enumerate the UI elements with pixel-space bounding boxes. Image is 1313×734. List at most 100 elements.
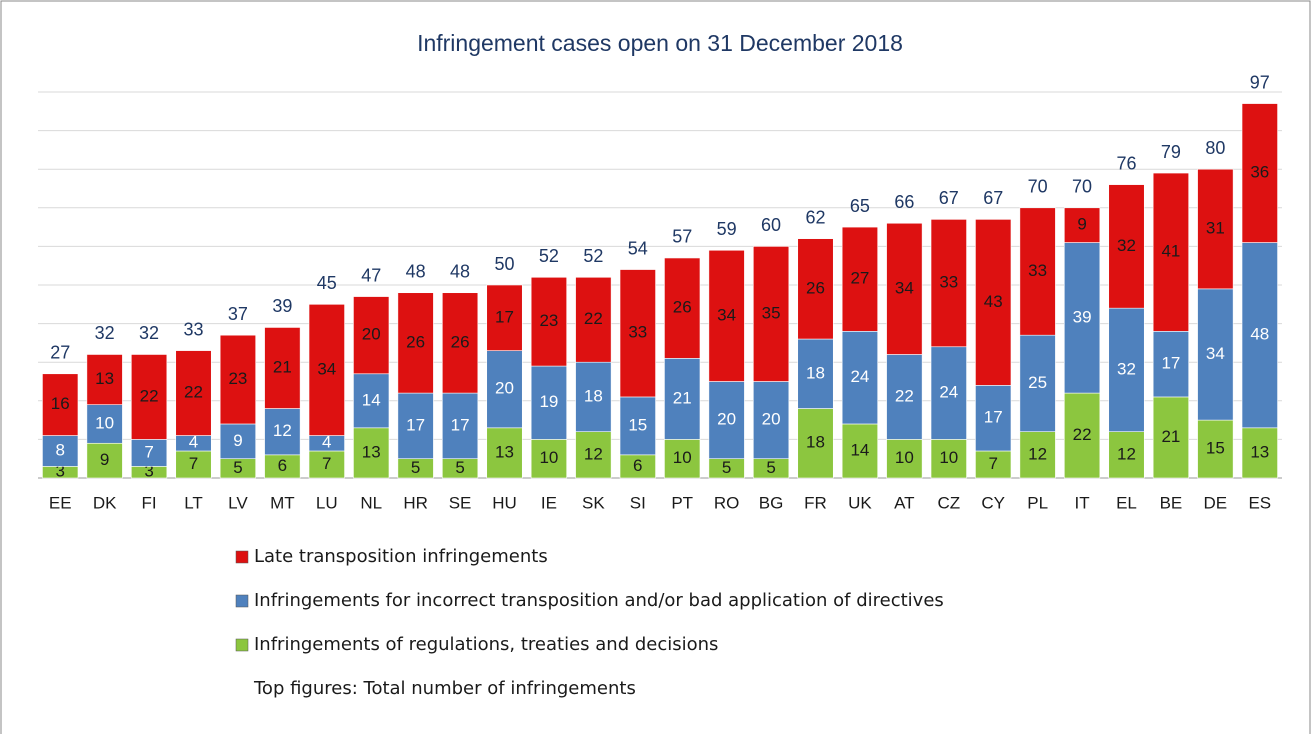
bar-shade [131, 354, 168, 440]
bar-shade [397, 392, 434, 459]
data-label: 24 [850, 367, 869, 386]
x-tick-label: IE [541, 493, 557, 512]
total-label: 32 [95, 323, 115, 343]
x-tick-label: PT [671, 493, 693, 512]
data-label: 7 [189, 454, 198, 473]
data-label: 6 [278, 456, 287, 475]
bar-shade [86, 354, 123, 405]
bar-shade [1197, 419, 1234, 479]
total-label: 60 [761, 215, 781, 235]
data-label: 33 [939, 273, 958, 292]
x-tick-label: SK [582, 493, 605, 512]
legend-label: Infringements of regulations, treaties a… [254, 634, 718, 655]
data-label: 35 [762, 303, 781, 322]
x-tick-label: RO [714, 493, 740, 512]
data-label: 20 [495, 379, 514, 398]
data-label: 10 [939, 448, 958, 467]
data-label: 43 [984, 292, 1003, 311]
bar-shade [975, 385, 1012, 452]
x-tick-label: HR [403, 493, 428, 512]
x-tick-label: MT [270, 493, 295, 512]
x-tick-label: IT [1075, 493, 1090, 512]
data-label: 34 [1206, 344, 1225, 363]
data-label: 25 [1028, 373, 1047, 392]
bar-shade [886, 439, 923, 479]
total-label: 33 [183, 319, 203, 339]
bar-shade [1019, 207, 1056, 336]
bar-shade [619, 269, 656, 398]
data-label: 27 [850, 269, 869, 288]
bar-shade [1197, 168, 1234, 290]
data-label: 33 [1028, 261, 1047, 280]
bar-shade [930, 346, 967, 440]
data-label: 34 [895, 278, 914, 297]
data-label: 32 [1117, 359, 1136, 378]
data-label: 22 [895, 386, 914, 405]
data-label: 10 [673, 448, 692, 467]
total-label: 70 [1028, 177, 1048, 197]
note: Top figures: Total number of infringemen… [253, 678, 636, 699]
bar-shade [975, 219, 1012, 386]
data-label: 21 [273, 357, 292, 376]
bar-shade [42, 435, 79, 467]
data-label: 32 [1117, 236, 1136, 255]
data-label: 21 [1161, 427, 1180, 446]
x-tick-label: HU [492, 493, 517, 512]
x-tick-label: DE [1204, 493, 1228, 512]
data-label: 13 [1250, 442, 1269, 461]
bar-shade [752, 246, 790, 382]
bar-shade [175, 350, 212, 436]
total-label: 76 [1116, 153, 1136, 173]
x-tick-label: BG [759, 493, 784, 512]
legend-label: Late transposition infringements [254, 546, 548, 567]
data-label: 6 [633, 456, 642, 475]
total-label: 79 [1161, 142, 1181, 162]
data-label: 26 [673, 298, 692, 317]
data-label: 18 [806, 363, 825, 382]
data-label: 17 [984, 408, 1003, 427]
total-label: 45 [317, 273, 337, 293]
bar-shade [1019, 334, 1056, 432]
data-label: 14 [850, 440, 869, 459]
bar-shade [530, 439, 568, 479]
data-label: 48 [1250, 325, 1269, 344]
bar-shade [708, 381, 745, 459]
data-label: 22 [1073, 425, 1092, 444]
data-label: 17 [1161, 354, 1180, 373]
data-label: 14 [362, 390, 381, 409]
bar-shade [1241, 427, 1278, 479]
bar-shade [1241, 242, 1278, 429]
data-label: 12 [1028, 444, 1047, 463]
bar-shade [1197, 288, 1234, 421]
x-tick-label: NL [360, 493, 382, 512]
bar-shade [797, 408, 834, 479]
x-tick-label: EE [49, 493, 72, 512]
data-label: 8 [55, 440, 64, 459]
data-label: 17 [406, 415, 425, 434]
bar-shade [1108, 307, 1145, 432]
data-label: 12 [1117, 444, 1136, 463]
data-label: 13 [95, 369, 114, 388]
total-label: 80 [1205, 138, 1225, 158]
total-label: 59 [717, 219, 737, 239]
bar-shade [486, 350, 523, 429]
data-label: 34 [317, 359, 336, 378]
data-label: 22 [184, 383, 203, 402]
bar-shade [797, 338, 834, 409]
data-label: 20 [762, 410, 781, 429]
data-label: 9 [100, 450, 109, 469]
bar-shade [930, 219, 967, 348]
bar-shade [1064, 242, 1101, 394]
bar-shade [1108, 184, 1145, 309]
bar-shade [575, 276, 612, 363]
bar-shade [1241, 103, 1278, 243]
bar-shade [841, 423, 879, 479]
data-label: 31 [1206, 219, 1225, 238]
x-tick-label: AT [894, 493, 914, 512]
total-label: 65 [850, 196, 870, 216]
data-label: 3 [55, 462, 64, 481]
data-label: 17 [451, 415, 470, 434]
data-label: 12 [584, 444, 603, 463]
bar-shade [841, 226, 879, 332]
data-label: 22 [140, 386, 159, 405]
